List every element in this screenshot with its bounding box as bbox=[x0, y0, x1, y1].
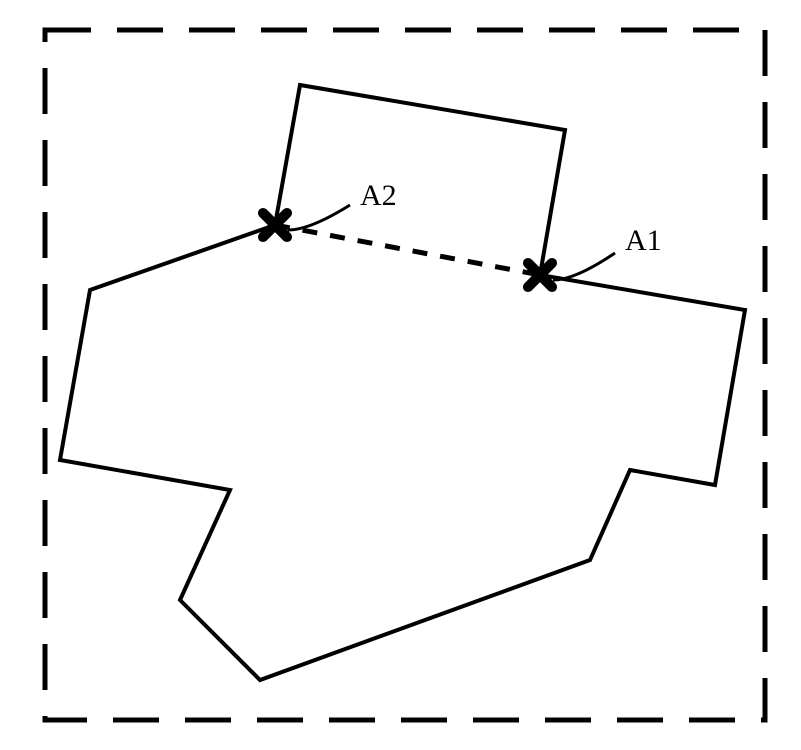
leader-line bbox=[288, 205, 350, 230]
interior-dashed-line bbox=[275, 225, 540, 275]
markers-layer: A2 A1 bbox=[263, 179, 662, 287]
outer-dashed-frame bbox=[45, 30, 765, 720]
leader-line bbox=[553, 253, 615, 280]
marker-label: A2 bbox=[360, 179, 397, 212]
cross-polygon bbox=[60, 85, 745, 680]
diagram-canvas: A2 A1 bbox=[0, 0, 801, 750]
marker-label: A1 bbox=[625, 224, 662, 257]
